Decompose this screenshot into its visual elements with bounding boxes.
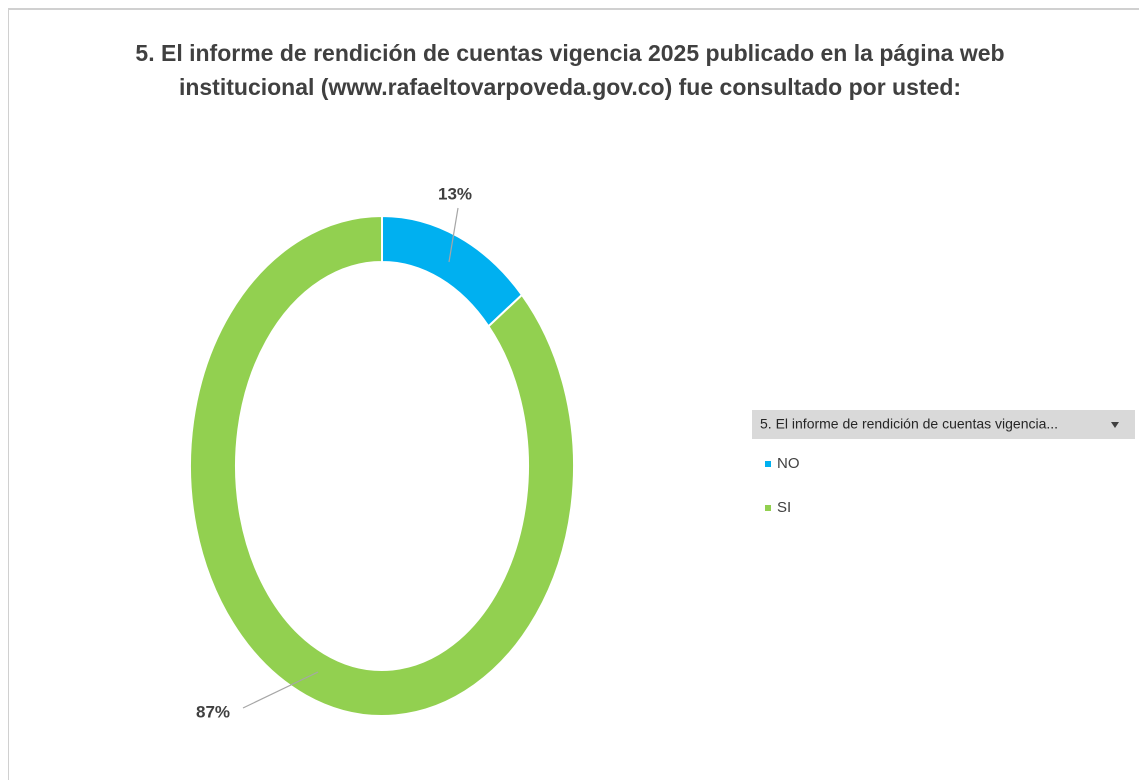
legend-label: SI xyxy=(777,499,791,516)
frame-border xyxy=(8,8,1139,10)
frame-border xyxy=(8,8,9,780)
leader-line xyxy=(448,207,459,263)
legend-header[interactable] xyxy=(752,410,1135,439)
legend-title: 5. El informe de rendición de cuentas vi… xyxy=(760,416,1058,432)
data-label: 13% xyxy=(438,184,472,203)
chart-title: 5. El informe de rendición de cuentas vi… xyxy=(135,40,1005,100)
data-label: 87% xyxy=(196,702,230,721)
legend-label: NO xyxy=(777,455,800,472)
legend-swatch xyxy=(765,505,771,511)
dropdown-arrow[interactable] xyxy=(1111,422,1119,428)
donut-segment xyxy=(189,214,575,717)
leader-line xyxy=(242,671,319,709)
legend-swatch xyxy=(765,461,771,467)
donut-segment xyxy=(381,214,524,328)
